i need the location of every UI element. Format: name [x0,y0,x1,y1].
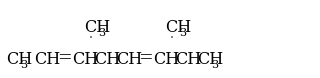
Text: CH: CH [165,19,191,36]
Text: CH: CH [34,51,60,68]
Text: CH: CH [175,51,201,68]
Text: CH: CH [94,51,120,68]
Text: CH: CH [72,51,98,68]
Text: CH: CH [84,19,110,36]
Text: 3: 3 [179,28,186,38]
Text: CH: CH [116,51,142,68]
Text: 3: 3 [20,60,27,69]
Text: 3: 3 [211,60,218,69]
Text: =: = [57,50,72,67]
Text: 3: 3 [98,28,105,38]
Text: CH: CH [153,51,179,68]
Text: CH: CH [6,51,32,68]
Text: CH: CH [197,51,223,68]
Text: =: = [138,50,153,67]
